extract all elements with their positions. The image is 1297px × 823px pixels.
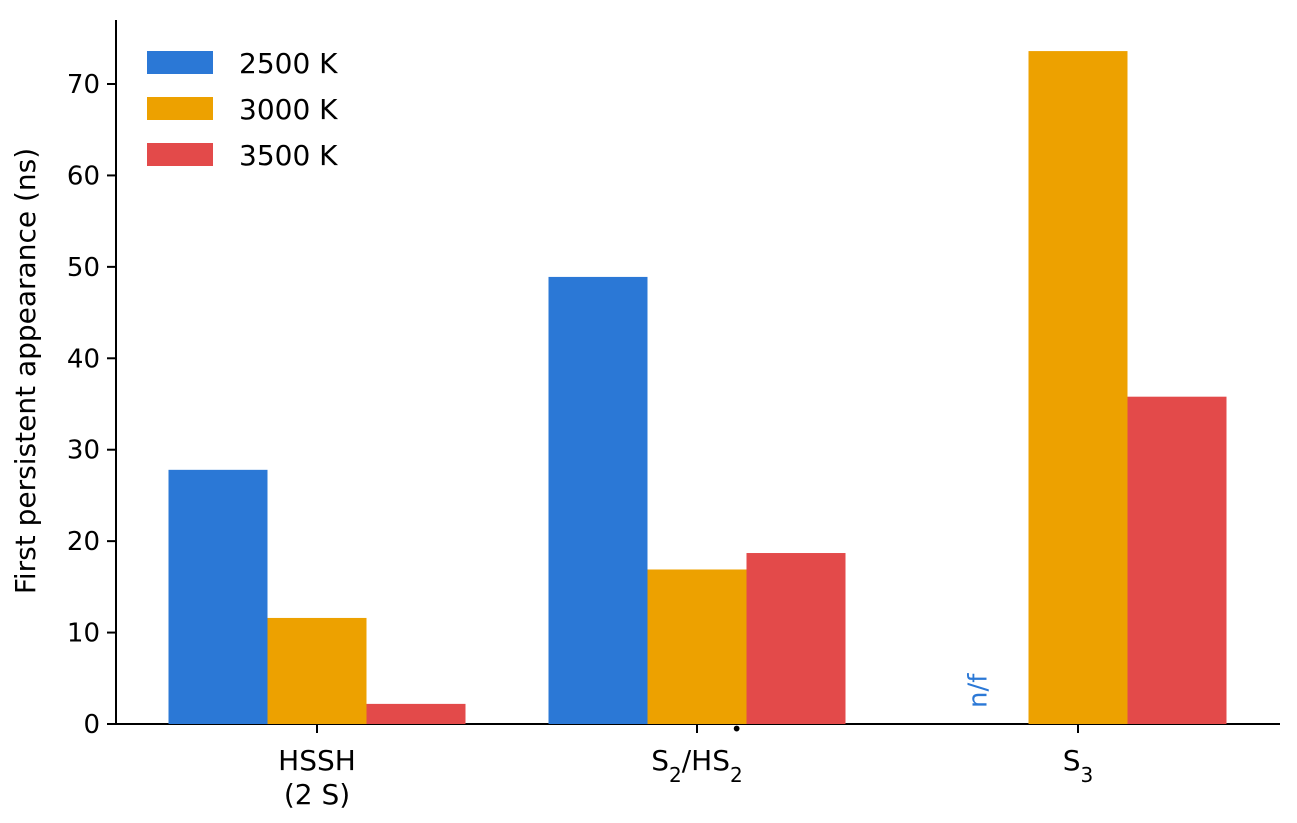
y-axis: 0 10 20 30 40 50 60 70 <box>67 20 117 740</box>
x-tick-label: HSSH (2 S) <box>278 744 356 811</box>
bars <box>168 51 1227 725</box>
y-tick-label: 30 <box>67 436 100 466</box>
y-tick-label: 0 <box>83 710 100 740</box>
bar <box>746 553 846 724</box>
y-axis-title: First persistent appearance (ns) <box>9 148 42 594</box>
bar <box>1127 396 1227 724</box>
x-tick-label: S2/HS2• <box>651 717 743 787</box>
bar-annotation: n/f <box>964 673 994 708</box>
bar <box>647 569 747 724</box>
x-tick-label: S3 <box>1063 744 1094 787</box>
legend-swatch <box>147 97 213 120</box>
annotations: n/f <box>964 673 994 708</box>
legend: 2500 K 3000 K 3500 K <box>147 47 338 172</box>
legend-label: 3000 K <box>239 93 338 126</box>
bar <box>168 469 268 724</box>
legend-label: 2500 K <box>239 47 338 80</box>
y-tick-label: 40 <box>67 344 100 374</box>
y-tick-label: 70 <box>67 70 100 100</box>
legend-swatch <box>147 143 213 166</box>
bar <box>548 276 648 724</box>
legend-swatch <box>147 51 213 74</box>
y-tick-label: 10 <box>67 619 100 649</box>
y-tick-label: 60 <box>67 161 100 191</box>
y-tick-label: 50 <box>67 253 100 283</box>
x-axis: HSSH (2 S) S2/HS2• S3 <box>116 717 1280 811</box>
bar <box>267 617 367 724</box>
bar <box>366 703 466 724</box>
legend-label: 3500 K <box>239 139 338 172</box>
y-tick-label: 20 <box>67 527 100 557</box>
bar <box>1028 51 1128 725</box>
